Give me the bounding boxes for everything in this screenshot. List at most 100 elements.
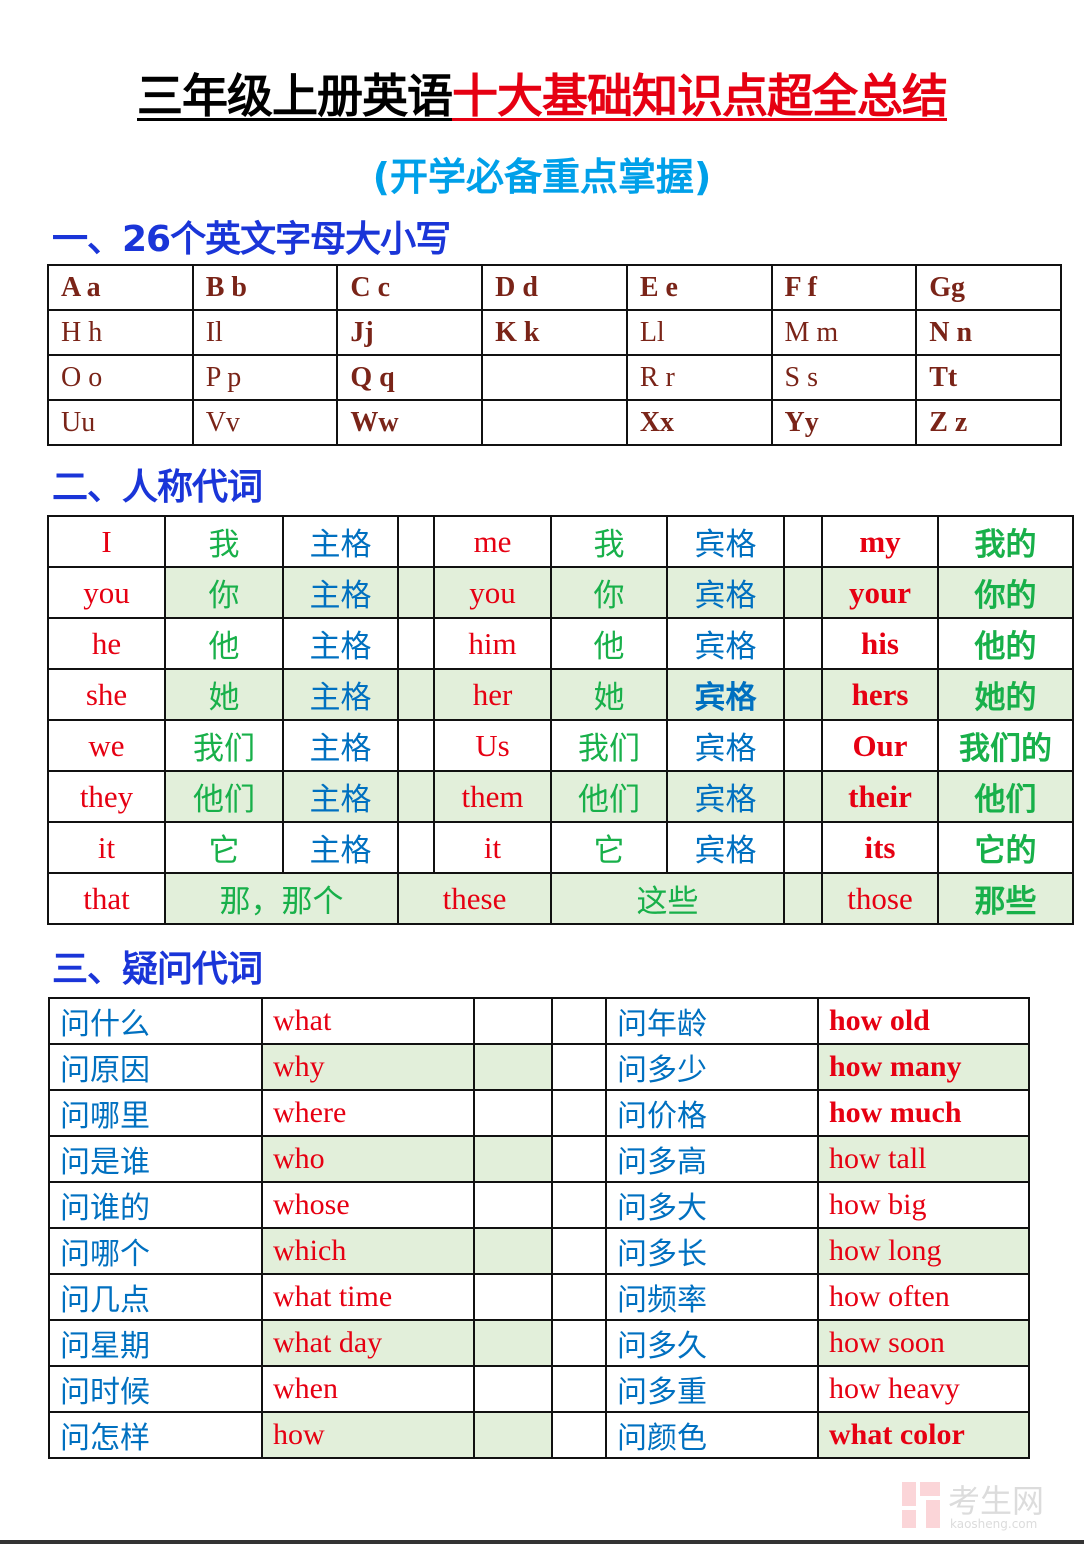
case-label: 宾格 — [666, 770, 785, 823]
question-meaning: 问几点 — [48, 1273, 263, 1321]
letter-cell: Ll — [625, 309, 773, 356]
question-word: what day — [261, 1319, 475, 1367]
question-meaning: 问价格 — [605, 1089, 819, 1137]
spacer-cell — [473, 1135, 553, 1183]
question-meaning: 问原因 — [48, 1043, 263, 1091]
possessive-chinese: 你的 — [937, 566, 1074, 619]
letter-cell: K k — [481, 309, 628, 356]
case-label: 主格 — [282, 770, 399, 823]
letter-cell: C c — [336, 264, 484, 311]
demonstrative: that — [47, 872, 166, 925]
question-meaning: 问怎样 — [48, 1411, 263, 1459]
letter-cell: Uu — [47, 399, 194, 446]
question-word: how old — [817, 997, 1030, 1045]
subject-pronoun: it — [47, 821, 166, 874]
possessive-chinese: 我们的 — [937, 719, 1074, 772]
question-meaning: 问颜色 — [605, 1411, 819, 1459]
question-meaning: 问星期 — [48, 1319, 263, 1367]
possessive-chinese: 我的 — [937, 515, 1074, 568]
section-heading-questions: 三、疑问代词 — [52, 949, 263, 990]
table-row: 问时候 when 问多重 how heavy — [48, 1365, 1030, 1413]
question-word-table: 问什么 what 问年龄 how old 问原因 why 问多少 how many 问哪里 whe… — [48, 997, 1030, 1459]
letter-cell: P p — [191, 354, 339, 401]
spacer-cell — [473, 997, 553, 1045]
object-pronoun-chinese: 他们 — [550, 770, 668, 823]
letter-cell: S s — [770, 354, 918, 401]
letter-cell: Jj — [336, 309, 484, 356]
spacer-cell — [397, 719, 435, 772]
letter-cell: Yy — [770, 399, 918, 446]
subject-pronoun: she — [47, 668, 166, 721]
spacer-cell — [551, 1043, 607, 1091]
case-label: 主格 — [282, 719, 399, 772]
question-word: which — [261, 1227, 475, 1275]
spacer-cell — [783, 719, 823, 772]
possessive-chinese: 他的 — [937, 617, 1074, 670]
letter-cell: H h — [47, 309, 194, 356]
table-row: she 她主格 her 她宾格 hers 她的 — [47, 668, 1074, 721]
spacer-cell — [783, 566, 823, 619]
letter-cell — [481, 354, 628, 401]
subject-pronoun: they — [47, 770, 166, 823]
case-label: 主格 — [282, 515, 399, 568]
question-meaning: 问多大 — [605, 1181, 819, 1229]
letter-cell: A a — [47, 264, 194, 311]
spacer-cell — [783, 515, 823, 568]
question-meaning: 问频率 — [605, 1273, 819, 1321]
spacer-cell — [473, 1043, 553, 1091]
question-word: how long — [817, 1227, 1030, 1275]
table-row: they 他们 主格 them 他们 宾格 their 他们 — [47, 770, 1074, 823]
subtitle: (开学必备重点掌握) — [372, 155, 712, 199]
table-row: we 我们 主格 Us 我们 宾格 Our 我们的 — [47, 719, 1074, 772]
case-label: 主格 — [282, 566, 399, 619]
question-word: what time — [261, 1273, 475, 1321]
subject-pronoun-chinese: 我 — [164, 515, 284, 568]
spacer-cell — [473, 1411, 553, 1459]
letter-cell: Xx — [625, 399, 773, 446]
case-label: 宾格 — [666, 515, 785, 568]
table-row: 问星期 what day 问多久 how soon — [48, 1319, 1030, 1367]
question-meaning: 问多高 — [605, 1135, 819, 1183]
question-word: how big — [817, 1181, 1030, 1229]
possessive: their — [821, 770, 939, 823]
letter-cell: Vv — [191, 399, 339, 446]
question-meaning: 问什么 — [48, 997, 263, 1045]
subject-pronoun-chinese: 它 — [164, 821, 284, 874]
spacer-cell — [783, 668, 823, 721]
spacer-cell — [473, 1319, 553, 1367]
spacer-cell — [397, 515, 435, 568]
spacer-cell — [783, 617, 823, 670]
letter-cell: Ww — [336, 399, 484, 446]
spacer-cell — [473, 1181, 553, 1229]
spacer-cell — [397, 821, 435, 874]
question-meaning: 问哪个 — [48, 1227, 263, 1275]
possessive: your — [821, 566, 939, 619]
object-pronoun: Us — [433, 719, 552, 772]
demonstrative-chinese: 那些 — [937, 872, 1074, 925]
spacer-cell — [551, 1181, 607, 1229]
case-label: 宾格 — [666, 617, 785, 670]
svg-text:考生网: 考生网 — [948, 1482, 1044, 1520]
letter-cell — [481, 399, 628, 446]
object-pronoun: you — [433, 566, 552, 619]
possessive-chinese: 她的 — [937, 668, 1074, 721]
question-word: how many — [817, 1043, 1030, 1091]
section-heading-letters: 一、26个英文字母大小写 — [52, 219, 451, 260]
question-meaning: 问多少 — [605, 1043, 819, 1091]
object-pronoun: me — [433, 515, 552, 568]
demonstrative: those — [821, 872, 939, 925]
possessive: hers — [821, 668, 939, 721]
possessive: my — [821, 515, 939, 568]
question-word: whose — [261, 1181, 475, 1229]
section-heading-pronouns: 二、人称代词 — [52, 467, 263, 508]
spacer-cell — [473, 1365, 553, 1413]
object-pronoun-chinese: 我 — [550, 515, 668, 568]
pronoun-table: I 我主格 me 我宾格 my 我的 you 你主格 you 你宾格 your 你的 he 他主格 him 他… — [47, 515, 1074, 925]
object-pronoun: her — [433, 668, 552, 721]
subject-pronoun-chinese: 他们 — [164, 770, 284, 823]
spacer-cell — [551, 1227, 607, 1275]
subject-pronoun: you — [47, 566, 166, 619]
spacer-cell — [551, 1135, 607, 1183]
table-row: it 它主格 it 它宾格 its 它的 — [47, 821, 1074, 874]
